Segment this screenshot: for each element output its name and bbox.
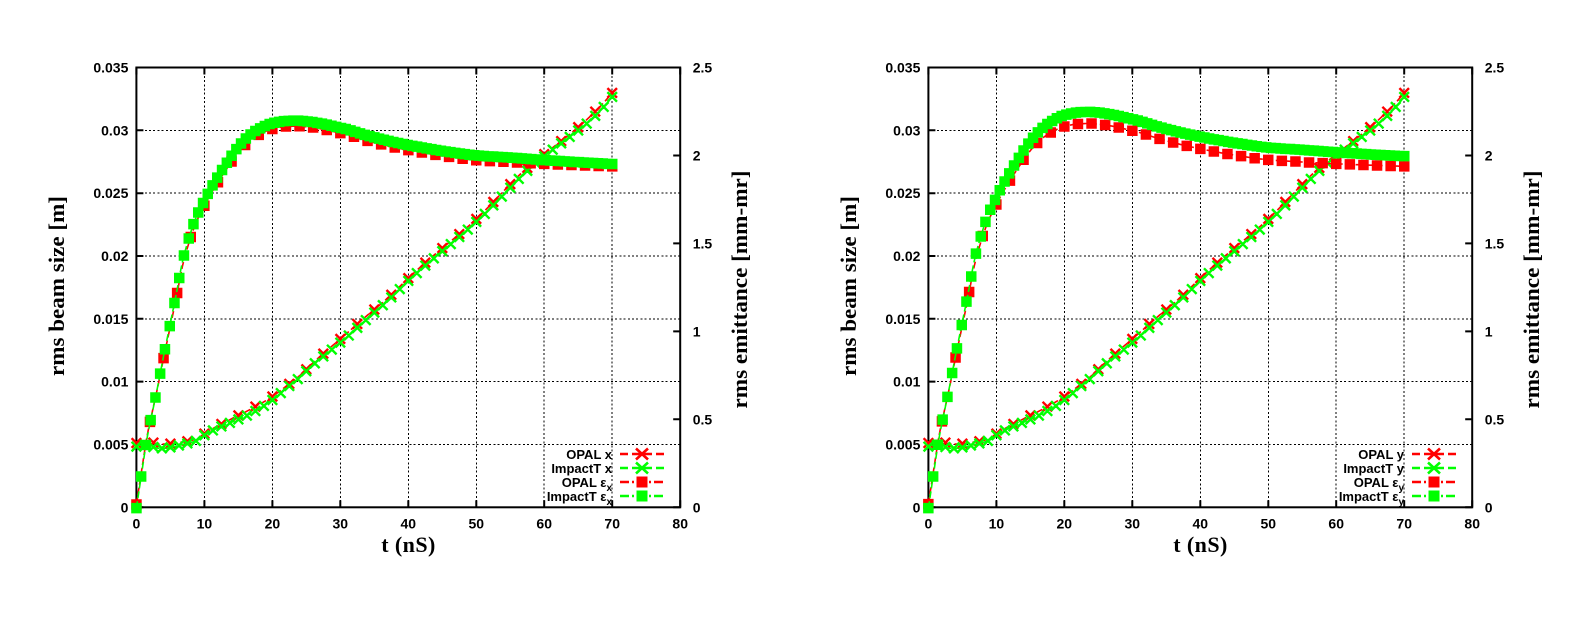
svg-text:rms emittance [mm-mr]: rms emittance [mm-mr] — [727, 171, 752, 409]
svg-text:1.5: 1.5 — [693, 235, 713, 251]
svg-text:50: 50 — [469, 515, 485, 531]
svg-text:rms beam size [m]: rms beam size [m] — [44, 196, 69, 376]
svg-text:1: 1 — [693, 323, 701, 339]
svg-text:10: 10 — [989, 515, 1005, 531]
svg-text:40: 40 — [401, 515, 417, 531]
svg-text:80: 80 — [1464, 515, 1480, 531]
svg-text:0.01: 0.01 — [893, 374, 920, 390]
svg-text:2.5: 2.5 — [693, 60, 713, 76]
svg-text:0.025: 0.025 — [93, 185, 128, 201]
svg-text:0.015: 0.015 — [93, 311, 128, 327]
svg-text:0.02: 0.02 — [893, 248, 920, 264]
svg-text:0: 0 — [693, 499, 701, 515]
svg-text:2: 2 — [693, 148, 701, 164]
svg-text:0.5: 0.5 — [693, 411, 713, 427]
svg-text:20: 20 — [1057, 515, 1073, 531]
svg-text:40: 40 — [1193, 515, 1209, 531]
svg-text:ImpactT x: ImpactT x — [551, 461, 612, 476]
svg-text:30: 30 — [333, 515, 349, 531]
svg-text:OPAL εx: OPAL εx — [562, 475, 613, 494]
svg-text:rms beam size [m]: rms beam size [m] — [836, 196, 861, 376]
svg-text:1: 1 — [1485, 323, 1493, 339]
svg-text:0: 0 — [1485, 499, 1493, 515]
svg-text:0.005: 0.005 — [93, 437, 128, 453]
svg-text:0.5: 0.5 — [1485, 411, 1505, 427]
svg-text:70: 70 — [1396, 515, 1412, 531]
svg-text:0.005: 0.005 — [885, 437, 920, 453]
svg-text:30: 30 — [1125, 515, 1141, 531]
svg-text:0.035: 0.035 — [93, 60, 128, 76]
svg-text:80: 80 — [672, 515, 688, 531]
svg-text:0: 0 — [121, 499, 129, 515]
svg-text:ImpactT εx: ImpactT εx — [547, 489, 613, 508]
svg-text:10: 10 — [197, 515, 213, 531]
svg-text:0.03: 0.03 — [893, 122, 920, 138]
svg-text:50: 50 — [1261, 515, 1277, 531]
svg-text:1.5: 1.5 — [1485, 235, 1505, 251]
svg-text:0: 0 — [925, 515, 933, 531]
svg-text:0.035: 0.035 — [885, 60, 920, 76]
svg-text:70: 70 — [604, 515, 620, 531]
svg-text:2.5: 2.5 — [1485, 60, 1505, 76]
svg-text:60: 60 — [1328, 515, 1344, 531]
svg-text:rms emittance [mm-mr]: rms emittance [mm-mr] — [1519, 171, 1544, 409]
svg-text:20: 20 — [265, 515, 281, 531]
svg-text:0.01: 0.01 — [101, 374, 128, 390]
svg-text:0: 0 — [133, 515, 141, 531]
svg-text:0.03: 0.03 — [101, 122, 128, 138]
svg-text:OPAL εy: OPAL εy — [1354, 475, 1405, 494]
svg-text:0: 0 — [913, 499, 921, 515]
svg-text:0.015: 0.015 — [885, 311, 920, 327]
svg-text:OPAL x: OPAL x — [566, 447, 613, 462]
svg-text:0.025: 0.025 — [885, 185, 920, 201]
svg-text:0.02: 0.02 — [101, 248, 128, 264]
svg-text:ImpactT y: ImpactT y — [1343, 461, 1404, 476]
svg-text:2: 2 — [1485, 148, 1493, 164]
svg-text:OPAL y: OPAL y — [1358, 447, 1405, 462]
svg-text:60: 60 — [536, 515, 552, 531]
svg-text:t (nS): t (nS) — [1173, 532, 1227, 557]
svg-text:t (nS): t (nS) — [381, 532, 435, 557]
svg-text:ImpactT εy: ImpactT εy — [1339, 489, 1405, 508]
